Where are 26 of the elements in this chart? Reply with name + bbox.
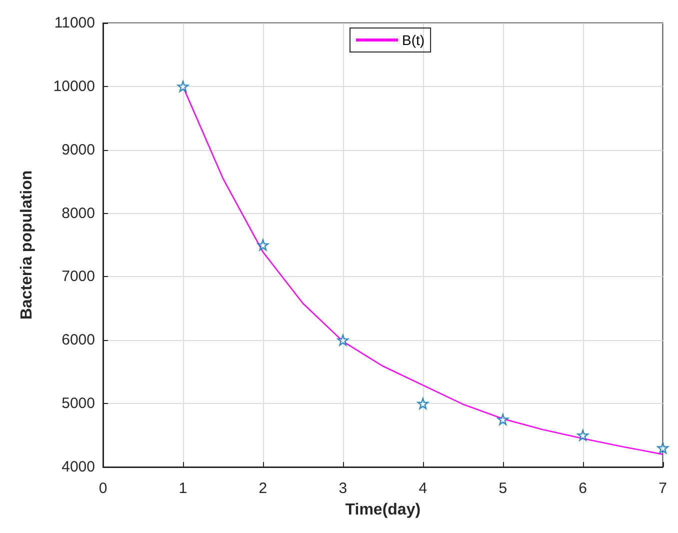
x-tick-label: 0 (98, 480, 108, 497)
x-tick-label: 2 (258, 480, 268, 497)
x-tick-label: 3 (338, 480, 348, 497)
x-tick-label: 5 (498, 480, 508, 497)
point (257, 239, 269, 251)
point (337, 334, 349, 346)
y-axis-title: Bacteria population (18, 170, 36, 320)
y-tick-label: 9000 (62, 141, 95, 158)
x-tick-label: 1 (178, 480, 188, 497)
x-axis-title: Time(day) (345, 502, 421, 518)
point (497, 414, 509, 426)
point (657, 442, 668, 454)
x-tick-label: 6 (578, 480, 588, 497)
point (177, 80, 189, 92)
y-tick-label: 4000 (62, 458, 95, 476)
y-tick-label: 11000 (54, 14, 95, 32)
point (577, 430, 589, 441)
x-tick-label: 4 (418, 480, 428, 497)
x-tick-label: 7 (658, 480, 667, 497)
y-tick-label: 7000 (62, 268, 95, 286)
y-tick-label: 5000 (62, 395, 95, 412)
y-tick-label: 10000 (53, 78, 95, 95)
legend-label: B(t) (402, 32, 425, 48)
y-tick-label: 6000 (62, 332, 95, 349)
point (417, 398, 429, 410)
y-tick-label: 8000 (62, 204, 95, 222)
